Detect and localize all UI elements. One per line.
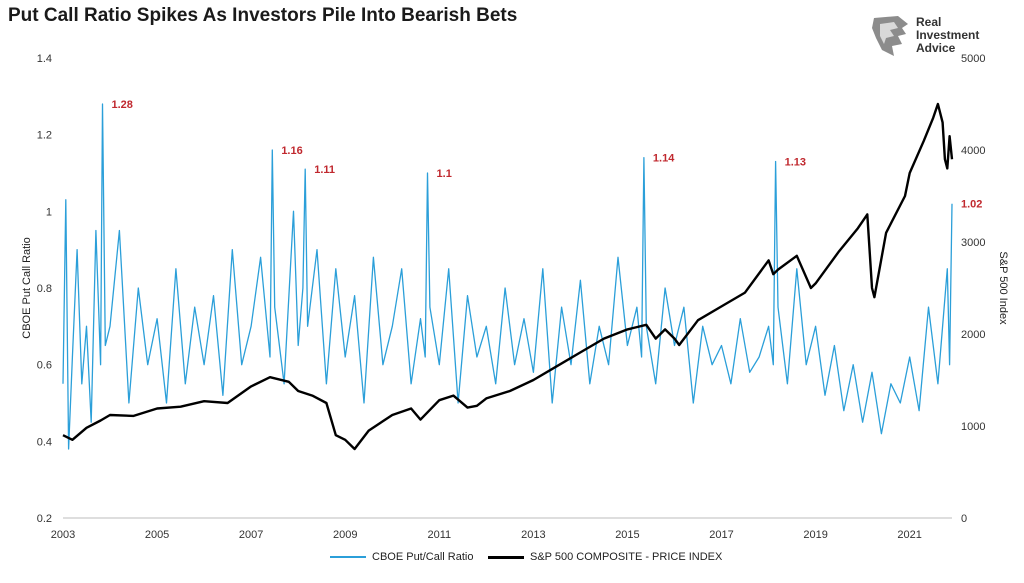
x-tick-label: 2011	[427, 529, 451, 541]
right-tick-label: 3000	[961, 237, 985, 249]
right-tick-label: 1000	[961, 421, 985, 433]
legend-label-putcall: CBOE Put/Call Ratio	[372, 551, 474, 563]
left-tick-label: 0.8	[37, 283, 52, 295]
peak-label: 1.1	[437, 168, 452, 180]
x-tick-label: 2009	[333, 529, 357, 541]
x-tick-label: 2007	[239, 529, 263, 541]
left-axis: 0.2 0.4 0.6 0.8 1 1.2 1.4	[37, 53, 52, 525]
peak-label: 1.16	[281, 145, 302, 157]
legend-item-sp500: S&P 500 COMPOSITE - PRICE INDEX	[488, 551, 722, 563]
x-tick-label: 2015	[615, 529, 639, 541]
x-tick-label: 2021	[897, 529, 921, 541]
peak-label: 1.28	[112, 99, 133, 111]
right-tick-label: 0	[961, 513, 967, 525]
peak-label: 1.11	[314, 164, 335, 176]
legend-label-sp500: S&P 500 COMPOSITE - PRICE INDEX	[530, 551, 723, 563]
series-line-sp500	[62, 102, 954, 451]
x-tick-label: 2003	[51, 529, 75, 541]
lion-head-icon	[872, 16, 908, 56]
chart-title: Put Call Ratio Spikes As Investors Pile …	[8, 5, 518, 26]
x-tick-label: 2013	[521, 529, 545, 541]
right-tick-label: 4000	[961, 145, 985, 157]
legend-swatch-putcall	[330, 556, 366, 558]
left-tick-label: 0.6	[37, 360, 52, 372]
legend-item-putcall: CBOE Put/Call Ratio	[330, 551, 473, 563]
left-tick-label: 1.2	[37, 130, 52, 142]
peak-label: 1.14	[653, 153, 675, 165]
left-tick-label: 1	[46, 206, 52, 218]
brand-logo: Real Investment Advice	[868, 14, 988, 58]
peak-label: 1.13	[785, 157, 806, 169]
left-axis-title: CBOE Put Call Ratio	[21, 237, 33, 338]
right-axis-title: S&P 500 Index	[997, 251, 1009, 325]
logo-line-1: Real	[916, 15, 942, 29]
x-tick-label: 2017	[709, 529, 733, 541]
x-tick-label: 2005	[145, 529, 169, 541]
legend: CBOE Put/Call Ratio S&P 500 COMPOSITE - …	[0, 551, 1024, 571]
series-group	[62, 102, 954, 451]
right-tick-label: 2000	[961, 329, 985, 341]
annotations: 1.28 1.16 1.11 1.1 1.14 1.13 1.02	[112, 99, 983, 211]
x-axis: 2003 2005 2007 2009 2011 2013 2015 2017 2019 2021	[51, 529, 922, 541]
series-line-putcall	[62, 103, 953, 450]
right-axis: 0 1000 2000 3000 4000 5000	[961, 53, 985, 525]
logo-line-2: Investment	[916, 28, 980, 42]
left-tick-label: 0.2	[37, 513, 52, 525]
logo-line-3: Advice	[916, 41, 956, 55]
legend-swatch-sp500	[488, 555, 524, 559]
left-tick-label: 0.4	[37, 436, 52, 448]
right-tick-label: 5000	[961, 53, 985, 65]
left-tick-label: 1.4	[37, 53, 52, 65]
peak-label: 1.02	[961, 199, 982, 211]
x-tick-label: 2019	[803, 529, 827, 541]
